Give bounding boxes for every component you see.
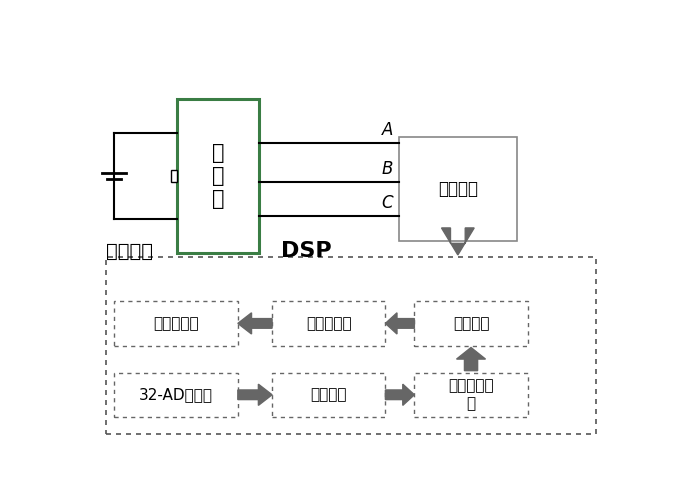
FancyArrow shape — [238, 384, 272, 405]
Bar — [106, 257, 596, 434]
Text: 磁链幅值补
偿: 磁链幅值补 偿 — [448, 379, 494, 411]
Bar — [398, 137, 517, 241]
Bar — [272, 373, 386, 417]
Bar — [171, 170, 177, 182]
Text: 控制信号: 控制信号 — [106, 241, 153, 261]
Text: 直流预励磁: 直流预励磁 — [306, 316, 352, 331]
Text: 信号调制: 信号调制 — [438, 180, 478, 198]
FancyArrow shape — [456, 348, 486, 371]
Text: 矢量控制器: 矢量控制器 — [153, 316, 199, 331]
Bar — [177, 99, 259, 253]
Bar — [272, 301, 386, 346]
Text: B: B — [382, 160, 393, 178]
FancyArrow shape — [238, 313, 272, 334]
Text: 电流计算: 电流计算 — [311, 387, 347, 402]
FancyArrow shape — [386, 313, 414, 334]
FancyArrow shape — [386, 384, 414, 405]
Bar — [114, 373, 238, 417]
Text: 32-AD转换器: 32-AD转换器 — [139, 387, 213, 402]
Text: DSP: DSP — [281, 241, 332, 261]
Bar — [414, 373, 528, 417]
Text: 逆
变
器: 逆 变 器 — [211, 143, 224, 209]
Bar — [414, 301, 528, 346]
Text: A: A — [382, 121, 393, 139]
Bar — [114, 301, 238, 346]
Text: C: C — [381, 194, 393, 212]
Text: 偏差解耦: 偏差解耦 — [453, 316, 490, 331]
FancyArrow shape — [441, 228, 474, 255]
